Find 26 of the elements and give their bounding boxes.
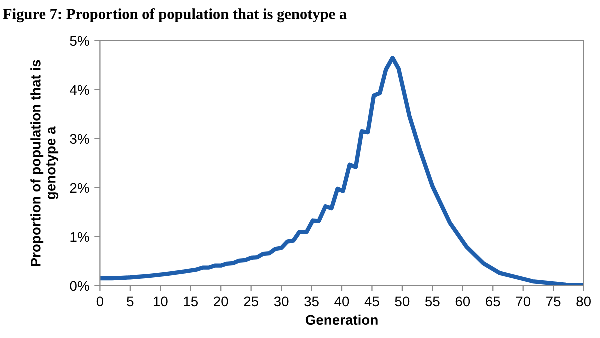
y-axis-title: Proportion of population that is genotype a <box>30 60 59 266</box>
y-tick-label: 4% <box>70 85 90 96</box>
y-tick-label: 1% <box>70 232 90 242</box>
chart-title: Figure 7: Proportion of population that is genotype a <box>3 8 347 23</box>
x-tick-label: 70 <box>516 296 531 307</box>
x-tick-label: 75 <box>546 296 561 307</box>
x-tick-label: 5 <box>127 296 134 307</box>
x-tick-label: 80 <box>576 296 591 307</box>
x-tick-label: 25 <box>244 296 258 307</box>
x-tick-label: 40 <box>334 296 350 307</box>
x-tick-label: 50 <box>395 296 410 307</box>
y-tick-label: 5% <box>70 36 90 46</box>
x-tick-label: 20 <box>214 296 228 307</box>
y-tick-label: 3% <box>70 134 90 144</box>
y-tick-label: 0% <box>70 281 90 292</box>
x-tick-label: 15 <box>184 296 198 307</box>
x-tick-label: 65 <box>486 296 500 307</box>
x-tick-label: 0 <box>96 296 104 307</box>
x-tick-label: 60 <box>456 296 470 307</box>
x-axis-title: Generation <box>306 314 378 326</box>
x-tick-label: 35 <box>304 296 319 307</box>
x-tick-label: 10 <box>154 296 168 307</box>
x-tick-label: 55 <box>426 296 440 307</box>
y-tick-label: 2% <box>70 183 90 194</box>
x-tick-label: 45 <box>364 296 380 307</box>
x-tick-label: 30 <box>274 296 289 307</box>
